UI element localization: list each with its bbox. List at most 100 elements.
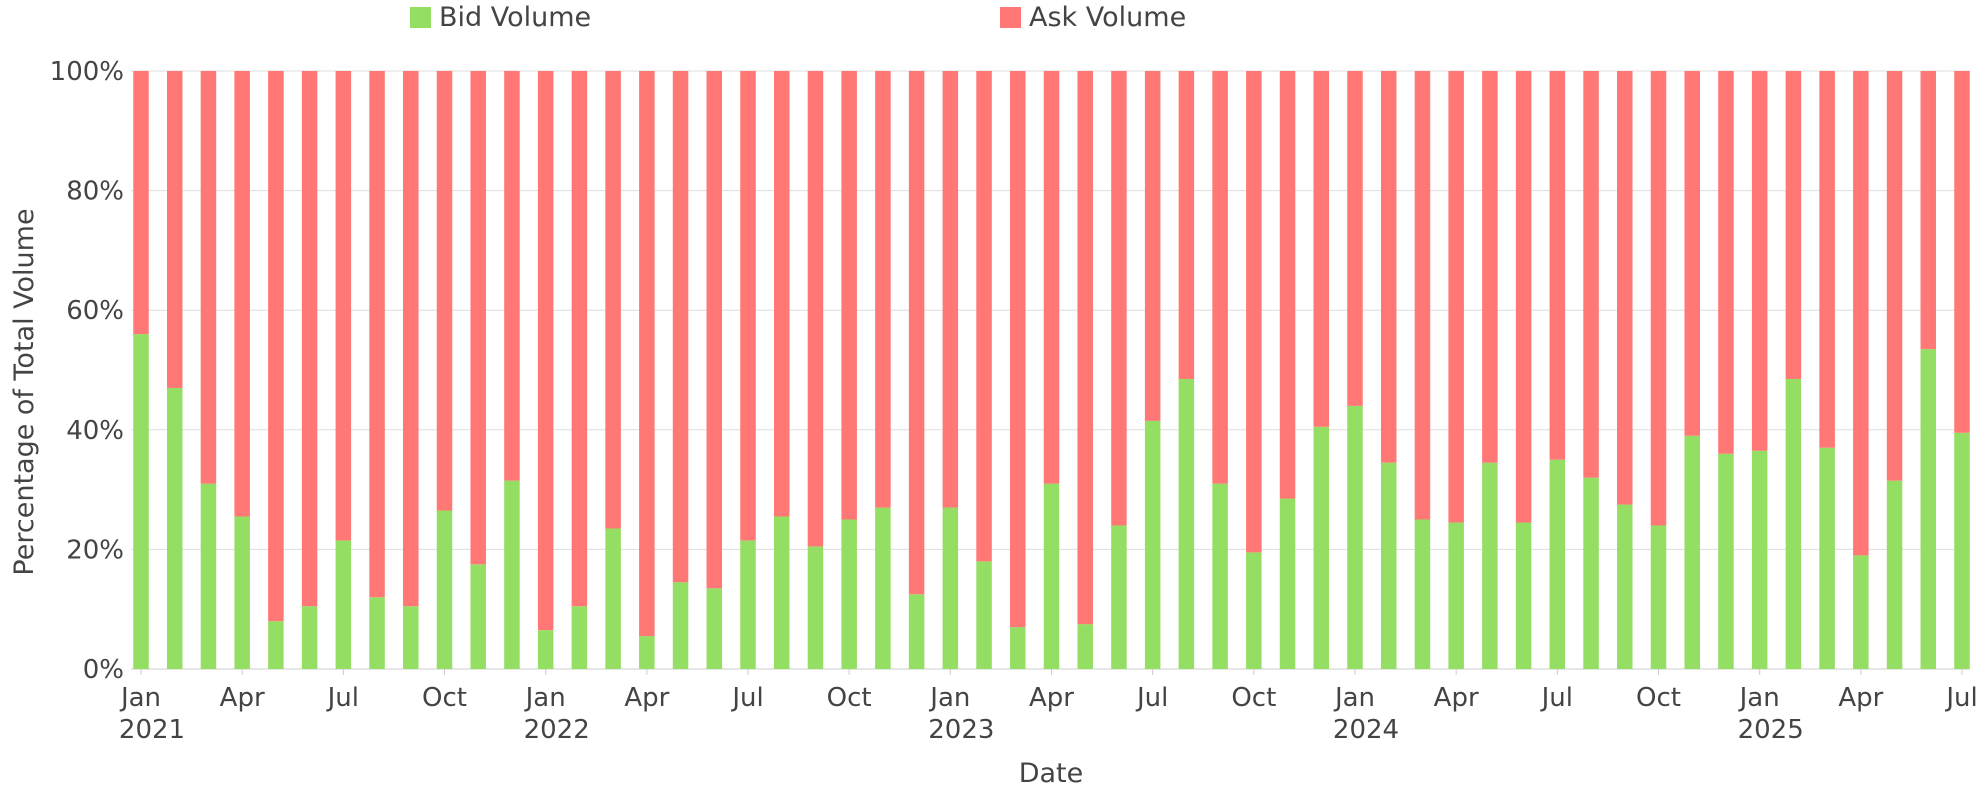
bar-ask-volume[interactable] — [1279, 71, 1296, 499]
bar-ask-volume[interactable] — [1077, 71, 1093, 625]
bar-ask-volume[interactable] — [1515, 71, 1532, 523]
bar-bid-volume[interactable] — [1549, 459, 1566, 669]
bar-ask-volume[interactable] — [841, 71, 857, 520]
bar-ask-volume[interactable] — [1010, 71, 1026, 628]
bar-bid-volume[interactable] — [942, 507, 959, 669]
bar-bid-volume[interactable] — [807, 546, 824, 669]
bar-bid-volume[interactable] — [234, 516, 250, 669]
bar-bid-volume[interactable] — [1819, 447, 1835, 669]
bar-ask-volume[interactable] — [234, 71, 250, 517]
bar-ask-volume[interactable] — [773, 71, 790, 517]
bar-ask-volume[interactable] — [1650, 71, 1667, 526]
bar-bid-volume[interactable] — [268, 621, 284, 669]
bar-bid-volume[interactable] — [639, 636, 655, 669]
bar-ask-volume[interactable] — [706, 71, 723, 589]
bar-bid-volume[interactable] — [470, 564, 486, 669]
bar-bid-volume[interactable] — [1515, 522, 1532, 669]
bar-bid-volume[interactable] — [1954, 432, 1970, 669]
bar-ask-volume[interactable] — [976, 71, 992, 562]
bar-ask-volume[interactable] — [1313, 71, 1330, 427]
bar-ask-volume[interactable] — [301, 71, 318, 607]
bar-ask-volume[interactable] — [1954, 71, 1970, 433]
bar-ask-volume[interactable] — [1853, 71, 1869, 556]
bar-bid-volume[interactable] — [1617, 504, 1633, 669]
bar-ask-volume[interactable] — [133, 71, 149, 335]
bar-ask-volume[interactable] — [1144, 71, 1161, 421]
bar-bid-volume[interactable] — [1414, 519, 1431, 670]
bar-ask-volume[interactable] — [470, 71, 486, 565]
bar-bid-volume[interactable] — [1347, 405, 1363, 669]
bar-bid-volume[interactable] — [1583, 477, 1599, 669]
bar-bid-volume[interactable] — [436, 510, 453, 669]
bar-bid-volume[interactable] — [1380, 462, 1397, 669]
bar-bid-volume[interactable] — [1920, 349, 1937, 669]
bar-ask-volume[interactable] — [268, 71, 284, 622]
bar-ask-volume[interactable] — [1111, 71, 1127, 526]
bar-bid-volume[interactable] — [1448, 522, 1464, 669]
bar-ask-volume[interactable] — [672, 71, 689, 583]
bar-bid-volume[interactable] — [200, 483, 217, 669]
bar-bid-volume[interactable] — [1650, 525, 1667, 669]
bar-bid-volume[interactable] — [1886, 480, 1903, 669]
bar-bid-volume[interactable] — [841, 519, 857, 670]
bar-ask-volume[interactable] — [335, 71, 352, 541]
bar-bid-volume[interactable] — [706, 588, 723, 669]
bar-ask-volume[interactable] — [200, 71, 217, 484]
bar-bid-volume[interactable] — [1043, 483, 1060, 669]
bar-bid-volume[interactable] — [1144, 420, 1161, 669]
bar-ask-volume[interactable] — [1751, 71, 1768, 451]
bar-bid-volume[interactable] — [908, 594, 925, 669]
bar-ask-volume[interactable] — [1583, 71, 1599, 478]
bar-bid-volume[interactable] — [571, 606, 588, 669]
bar-ask-volume[interactable] — [1684, 71, 1700, 436]
legend-item-bid-volume[interactable]: Bid Volume — [410, 2, 591, 33]
bar-bid-volume[interactable] — [1785, 378, 1802, 669]
bar-bid-volume[interactable] — [1212, 483, 1228, 669]
bar-bid-volume[interactable] — [1279, 498, 1296, 669]
bar-bid-volume[interactable] — [403, 606, 419, 669]
bar-bid-volume[interactable] — [369, 597, 385, 669]
bar-bid-volume[interactable] — [504, 480, 520, 669]
bar-ask-volume[interactable] — [537, 71, 554, 631]
bar-bid-volume[interactable] — [1684, 435, 1700, 669]
bar-ask-volume[interactable] — [740, 71, 756, 541]
bar-ask-volume[interactable] — [1819, 71, 1835, 448]
bar-bid-volume[interactable] — [537, 630, 554, 669]
bar-ask-volume[interactable] — [571, 71, 588, 607]
bar-ask-volume[interactable] — [1212, 71, 1228, 484]
bar-ask-volume[interactable] — [1886, 71, 1903, 481]
bar-ask-volume[interactable] — [403, 71, 419, 607]
bar-bid-volume[interactable] — [1751, 450, 1768, 669]
bar-ask-volume[interactable] — [875, 71, 891, 508]
bar-bid-volume[interactable] — [605, 528, 621, 669]
bar-bid-volume[interactable] — [1010, 627, 1026, 669]
bar-bid-volume[interactable] — [976, 561, 992, 669]
bar-bid-volume[interactable] — [1482, 462, 1498, 669]
bar-bid-volume[interactable] — [1313, 426, 1330, 669]
legend-item-ask-volume[interactable]: Ask Volume — [1000, 2, 1186, 33]
bar-bid-volume[interactable] — [1853, 555, 1869, 669]
bar-bid-volume[interactable] — [740, 540, 756, 669]
bar-ask-volume[interactable] — [1617, 71, 1633, 505]
bar-ask-volume[interactable] — [1448, 71, 1464, 523]
bar-ask-volume[interactable] — [1785, 71, 1802, 379]
bar-ask-volume[interactable] — [942, 71, 959, 508]
bar-ask-volume[interactable] — [605, 71, 621, 529]
bar-ask-volume[interactable] — [1043, 71, 1060, 484]
bar-ask-volume[interactable] — [166, 71, 183, 388]
bar-bid-volume[interactable] — [1718, 453, 1734, 669]
bar-ask-volume[interactable] — [1920, 71, 1937, 350]
bar-ask-volume[interactable] — [1549, 71, 1566, 460]
bar-bid-volume[interactable] — [133, 334, 149, 669]
bar-ask-volume[interactable] — [436, 71, 453, 511]
bar-ask-volume[interactable] — [504, 71, 520, 481]
bar-bid-volume[interactable] — [301, 606, 318, 669]
bar-bid-volume[interactable] — [773, 516, 790, 669]
bar-bid-volume[interactable] — [1111, 525, 1127, 669]
bar-bid-volume[interactable] — [166, 387, 183, 669]
bar-ask-volume[interactable] — [1380, 71, 1397, 463]
bar-ask-volume[interactable] — [1347, 71, 1363, 406]
bar-bid-volume[interactable] — [1246, 552, 1262, 669]
bar-bid-volume[interactable] — [1178, 378, 1195, 669]
bar-ask-volume[interactable] — [1178, 71, 1195, 379]
